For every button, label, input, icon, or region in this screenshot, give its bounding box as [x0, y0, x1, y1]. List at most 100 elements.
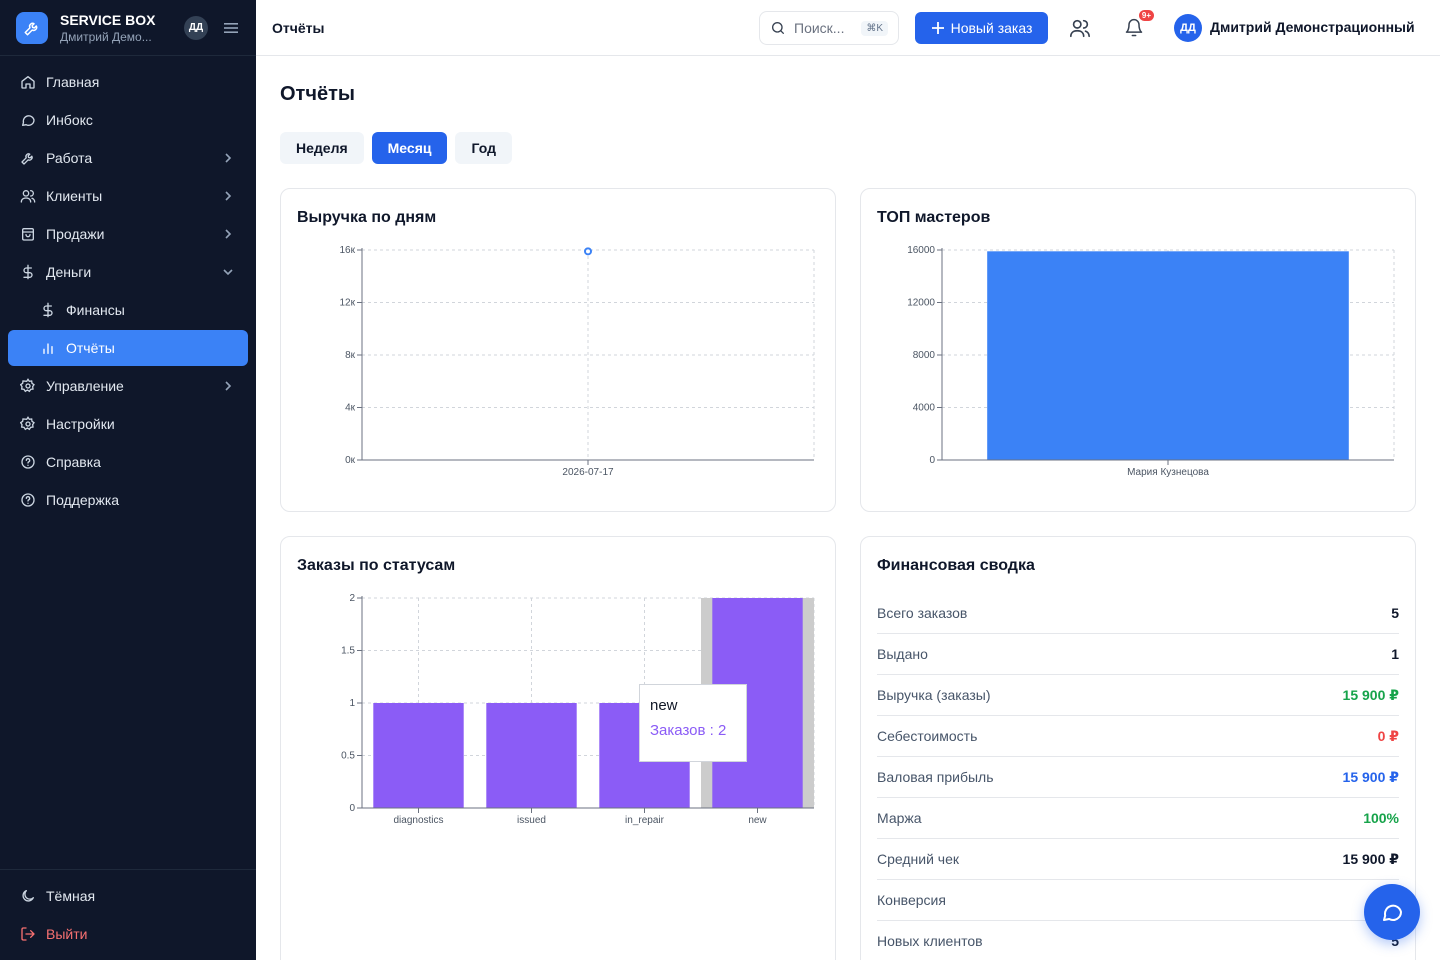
user-name[interactable]: Дмитрий Демонстрационный — [1210, 19, 1415, 35]
chat-button[interactable] — [1364, 884, 1420, 940]
finance-title: Финансовая сводка — [877, 557, 1035, 574]
logout-label: Выйти — [46, 926, 88, 942]
page-title: Отчёты — [280, 83, 355, 105]
wrench-icon — [20, 150, 36, 166]
finance-row-value: 5 — [1391, 605, 1399, 621]
tooltip-title: new — [650, 697, 678, 714]
chart-title: Заказы по статусам — [297, 557, 456, 574]
finance-row-label: Валовая прибыль — [877, 769, 994, 785]
hamburger-menu-icon[interactable] — [222, 19, 240, 37]
sidebar-item-work[interactable]: Работа — [8, 140, 248, 176]
chevron-right-icon — [225, 229, 232, 239]
x-tick-label: new — [748, 815, 767, 826]
sidebar-item-reports[interactable]: Отчёты — [8, 330, 248, 366]
brand-header: SERVICE BOX Дмитрий Демо... ДД — [0, 0, 256, 56]
sidebar-item-finance[interactable]: Финансы — [8, 292, 248, 328]
team-icon[interactable] — [1068, 16, 1092, 40]
bar-chart-icon — [40, 340, 56, 356]
users-icon — [20, 188, 36, 204]
y-tick-label: 0 — [349, 803, 355, 814]
search-shortcut: ⌘K — [861, 20, 888, 36]
dollar-icon — [20, 264, 36, 280]
sidebar-item-label: Управление — [46, 378, 124, 394]
bar — [373, 703, 464, 808]
top-header: Отчёты Поиск... ⌘K Новый заказ 9+ ДД Дми… — [256, 0, 1440, 56]
sidebar-item-clients[interactable]: Клиенты — [8, 178, 248, 214]
tab-week[interactable]: Неделя — [280, 132, 364, 164]
sidebar-item-label: Продажи — [46, 226, 105, 242]
brand-name: SERVICE BOX — [60, 11, 156, 28]
search-input[interactable]: Поиск... ⌘K — [759, 11, 899, 45]
chart-tooltip: new Заказов : 2 — [639, 684, 747, 762]
sidebar-item-label: Клиенты — [46, 188, 103, 204]
logout-button[interactable]: Выйти — [8, 916, 248, 952]
sidebar-item-help[interactable]: Справка — [8, 444, 248, 480]
finance-row-label: Всего заказов — [877, 605, 968, 621]
sidebar-item-label: Настройки — [46, 416, 115, 432]
finance-row: Маржа 100% — [877, 798, 1399, 839]
tooltip-value: Заказов : 2 — [650, 722, 727, 739]
finance-row-label: Выручка (заказы) — [877, 687, 991, 703]
finance-row: Средний чек 15 900 ₽ — [877, 839, 1399, 880]
finance-row-value: 1 — [1391, 646, 1399, 662]
search-icon — [770, 20, 786, 36]
sidebar-nav: Главная Инбокс Работа Клиенты Продажи Де… — [0, 56, 256, 518]
data-point — [584, 247, 592, 256]
finance-row: Себестоимость 0 ₽ — [877, 716, 1399, 757]
sidebar-item-label: Работа — [46, 150, 93, 166]
avatar[interactable]: ДД — [1174, 14, 1202, 42]
y-tick-label: 0.5 — [341, 751, 355, 762]
y-tick-label: 8к — [345, 350, 356, 361]
y-tick-label: 16к — [340, 245, 356, 256]
sidebar-item-support[interactable]: Поддержка — [8, 482, 248, 518]
finance-row-label: Маржа — [877, 810, 922, 826]
y-tick-label: 1.5 — [341, 646, 355, 657]
sidebar-item-inbox[interactable]: Инбокс — [8, 102, 248, 138]
bag-icon — [20, 226, 36, 242]
y-tick-label: 1 — [349, 698, 355, 709]
chevron-right-icon — [225, 191, 232, 201]
brand-user: Дмитрий Демо... — [60, 29, 152, 44]
finance-row: Выдано 1 — [877, 634, 1399, 675]
orders-status-card: Заказы по статусам 0 0.5 1 1.5 2 diagnostics i… — [280, 536, 836, 960]
new-order-button[interactable]: Новый заказ — [915, 12, 1048, 44]
tab-month[interactable]: Месяц — [371, 132, 448, 164]
finance-row-value: 5 — [1391, 933, 1399, 949]
x-tick-label: 2026-07-17 — [562, 467, 614, 478]
help-icon — [20, 454, 36, 470]
y-tick-label: 8000 — [913, 350, 936, 361]
orders-status-bar-chart: 0 0.5 1 1.5 2 diagnostics issued in_repair new — [341, 593, 815, 826]
finance-row: Валовая прибыль 15 900 ₽ — [877, 757, 1399, 798]
y-tick-label: 0 — [929, 455, 935, 466]
sidebar-item-settings[interactable]: Настройки — [8, 406, 248, 442]
y-tick-label: 4к — [345, 403, 356, 414]
x-tick-label: issued — [517, 815, 546, 826]
tab-year[interactable]: Год — [455, 132, 512, 164]
finance-row-label: Конверсия — [877, 892, 946, 908]
theme-label: Тёмная — [46, 888, 96, 904]
sidebar-item-label: Инбокс — [46, 112, 93, 128]
sidebar-item-label: Отчёты — [66, 340, 115, 356]
finance-row-value: 15 900 ₽ — [1342, 768, 1399, 785]
y-tick-label: 12000 — [907, 298, 935, 309]
finance-row: Новых клиентов 5 — [877, 921, 1399, 960]
search-placeholder: Поиск... — [794, 20, 845, 36]
wrench-logo-icon — [16, 11, 48, 44]
sidebar-item-money[interactable]: Деньги — [8, 254, 248, 290]
theme-toggle[interactable]: Тёмная — [8, 878, 248, 914]
sidebar-item-sales[interactable]: Продажи — [8, 216, 248, 252]
chevron-down-icon — [223, 269, 233, 276]
finance-row-label: Выдано — [877, 646, 928, 662]
sidebar-item-management[interactable]: Управление — [8, 368, 248, 404]
finance-row: Конверсия — [877, 880, 1399, 921]
bell-icon[interactable]: 9+ — [1122, 10, 1154, 40]
sidebar-item-home[interactable]: Главная — [8, 64, 248, 100]
y-tick-label: 2 — [349, 593, 355, 604]
sidebar-footer: Тёмная Выйти — [0, 869, 256, 960]
header-title: Отчёты — [272, 19, 325, 36]
help-icon — [20, 492, 36, 508]
chevron-right-icon — [225, 153, 232, 163]
avatar[interactable]: ДД — [184, 15, 208, 40]
chart-title: ТОП мастеров — [877, 209, 991, 226]
home-icon — [20, 74, 36, 90]
